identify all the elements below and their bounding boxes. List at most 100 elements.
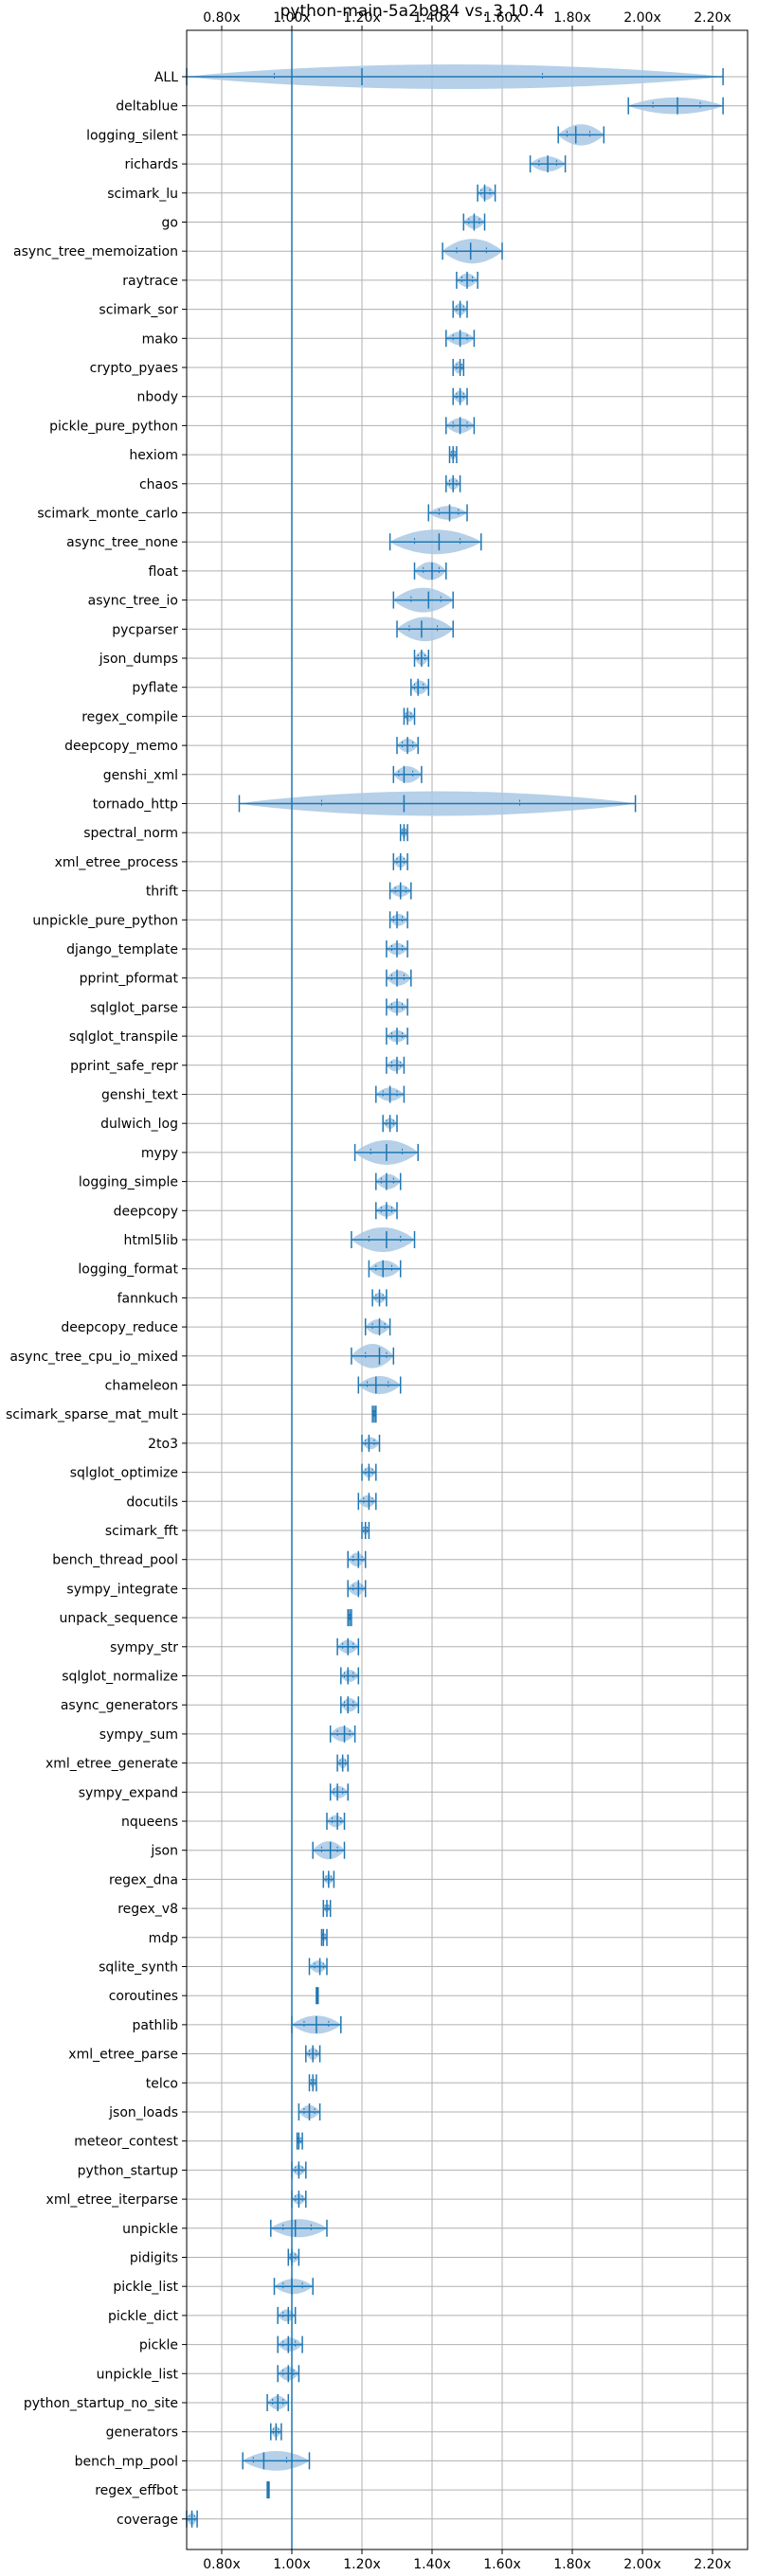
- violin-html5lib: [351, 1227, 416, 1252]
- benchmark-label-pickle_list: pickle_list: [113, 2280, 178, 2295]
- benchmark-label-sympy_integrate: sympy_integrate: [66, 1582, 178, 1597]
- benchmark-label-async_tree_cpu_io_mixed: async_tree_cpu_io_mixed: [9, 1350, 178, 1365]
- xtick-top-label-5: 1.80x: [553, 10, 590, 26]
- violin-python_startup_no_site: [266, 2394, 290, 2411]
- benchmark-label-xml_etree_iterparse: xml_etree_iterparse: [46, 2192, 178, 2208]
- violin-raytrace: [456, 271, 478, 289]
- benchmark-label-scimark_monte_carlo: scimark_monte_carlo: [37, 507, 178, 522]
- xtick-bottom-label-7: 2.20x: [694, 2557, 731, 2572]
- benchmark-label-xml_etree_parse: xml_etree_parse: [68, 2048, 178, 2063]
- xtick-top-label-3: 1.40x: [413, 10, 450, 26]
- benchmark-label-pycparser: pycparser: [112, 622, 178, 637]
- benchmark-label-mdp: mdp: [149, 1931, 179, 1946]
- violin-xml_etree_iterparse: [291, 2191, 307, 2209]
- benchmark-label-unpickle_pure_python: unpickle_pure_python: [32, 913, 178, 928]
- xtick-top-label-0: 0.80x: [203, 10, 240, 26]
- benchmark-label-pickle_dict: pickle_dict: [108, 2309, 179, 2324]
- violin-pickle_dict: [277, 2306, 297, 2324]
- violin-fannkuch: [371, 1289, 388, 1307]
- violin-coroutines: [316, 1987, 319, 2005]
- benchmark-label-nbody: nbody: [137, 390, 179, 405]
- xtick-bottom-label-4: 1.60x: [483, 2557, 520, 2572]
- violin-pprint_safe_repr: [386, 1056, 406, 1074]
- violin-python_startup: [291, 2161, 307, 2179]
- violin-telco: [308, 2074, 317, 2092]
- benchmark-label-pickle_pure_python: pickle_pure_python: [49, 419, 178, 434]
- violin-nbody: [452, 387, 468, 405]
- benchmark-label-pyflate: pyflate: [132, 681, 178, 696]
- benchmark-label-pprint_pformat: pprint_pformat: [80, 972, 179, 987]
- violin-bench_mp_pool: [242, 2451, 311, 2471]
- violin-xml_etree_parse: [305, 2045, 321, 2063]
- violin-pickle_pure_python: [445, 417, 476, 435]
- benchmark-label-json_loads: json_loads: [108, 2105, 178, 2120]
- violin-json_loads: [298, 2103, 321, 2120]
- benchmark-label-thrift: thrift: [146, 885, 179, 900]
- violin-async_tree_none: [388, 529, 482, 555]
- benchmark-label-async_tree_none: async_tree_none: [66, 535, 178, 550]
- violin-async_tree_cpu_io_mixed: [351, 1344, 395, 1368]
- violin-async_generators: [340, 1696, 360, 1714]
- benchmark-label-mypy: mypy: [141, 1146, 178, 1161]
- grid-lines: [187, 30, 748, 2549]
- benchmark-label-pprint_safe_repr: pprint_safe_repr: [70, 1059, 178, 1074]
- violin-scimark_lu: [477, 184, 496, 202]
- violin-mdp: [320, 1928, 328, 1946]
- violin-sqlglot_parse: [386, 998, 408, 1016]
- benchmark-label-coroutines: coroutines: [109, 1989, 178, 2004]
- violin-unpickle: [270, 2219, 328, 2238]
- violin-scimark_sor: [452, 300, 468, 318]
- benchmark-label-async_tree_io: async_tree_io: [88, 594, 178, 609]
- benchmark-label-html5lib: html5lib: [124, 1233, 179, 1248]
- benchmark-label-scimark_sor: scimark_sor: [99, 303, 178, 318]
- benchmark-label-logging_format: logging_format: [78, 1262, 178, 1278]
- benchmark-label-sqlglot_optimize: sqlglot_optimize: [70, 1466, 178, 1481]
- violin-chameleon: [357, 1375, 402, 1395]
- violin-pidigits: [287, 2248, 300, 2266]
- benchmark-label-sqlite_synth: sqlite_synth: [99, 1960, 178, 1976]
- benchmark-label-regex_v8: regex_v8: [117, 1902, 178, 1917]
- violin-deepcopy_reduce: [364, 1318, 391, 1336]
- violin-django_template: [386, 940, 408, 957]
- violin-regex_v8: [322, 1900, 332, 1918]
- benchmark-label-sympy_str: sympy_str: [110, 1640, 178, 1655]
- violin-regex_effbot: [266, 2481, 270, 2499]
- benchmark-label-logging_silent: logging_silent: [86, 128, 178, 143]
- violin-sqlglot_optimize: [361, 1463, 377, 1481]
- benchmark-label-json: json: [150, 1844, 178, 1859]
- violin-sqlglot_transpile: [386, 1028, 408, 1046]
- violin-sympy_integrate: [347, 1580, 367, 1598]
- violin-genshi_text: [375, 1085, 406, 1103]
- benchmark-label-crypto_pyaes: crypto_pyaes: [90, 361, 178, 376]
- benchmark-label-regex_dna: regex_dna: [109, 1872, 178, 1887]
- benchmark-label-pickle: pickle: [139, 2338, 178, 2353]
- benchmark-label-async_tree_memoization: async_tree_memoization: [13, 244, 178, 259]
- violin-scimark_sparse_mat_mult: [371, 1405, 377, 1423]
- xtick-top-label-4: 1.60x: [483, 10, 520, 26]
- benchmark-label-deepcopy_memo: deepcopy_memo: [64, 739, 178, 754]
- violin-dulwich_log: [382, 1115, 398, 1133]
- benchmark-label-raytrace: raytrace: [122, 274, 178, 289]
- violin-unpickle_pure_python: [388, 911, 408, 929]
- benchmark-label-sympy_expand: sympy_expand: [79, 1785, 178, 1800]
- xtick-bottom-label-1: 1.00x: [273, 2557, 310, 2572]
- violin-pathlib: [291, 2015, 342, 2034]
- violin-pickle: [277, 2335, 303, 2353]
- plot-area: [186, 30, 724, 2549]
- violin-pickle_list: [273, 2278, 314, 2296]
- benchmark-label-xml_etree_process: xml_etree_process: [55, 855, 178, 870]
- benchmark-label-hexiom: hexiom: [129, 448, 178, 463]
- violin-sqlglot_normalize: [340, 1667, 360, 1685]
- violin-sqlite_synth: [308, 1958, 328, 1976]
- violin-scimark_fft: [361, 1522, 370, 1539]
- benchmark-label-dulwich_log: dulwich_log: [100, 1117, 178, 1132]
- benchmark-label-fannkuch: fannkuch: [117, 1291, 178, 1306]
- violin-logging_simple: [375, 1172, 402, 1190]
- benchmark-label-django_template: django_template: [66, 942, 178, 957]
- benchmark-label-scimark_lu: scimark_lu: [107, 187, 178, 202]
- benchmark-label-unpickle_list: unpickle_list: [97, 2367, 179, 2382]
- benchmark-label-sqlglot_normalize: sqlglot_normalize: [62, 1670, 178, 1685]
- violin-pyflate: [410, 678, 430, 696]
- violin-docutils: [357, 1493, 377, 1511]
- benchmark-label-sqlglot_parse: sqlglot_parse: [90, 1000, 178, 1015]
